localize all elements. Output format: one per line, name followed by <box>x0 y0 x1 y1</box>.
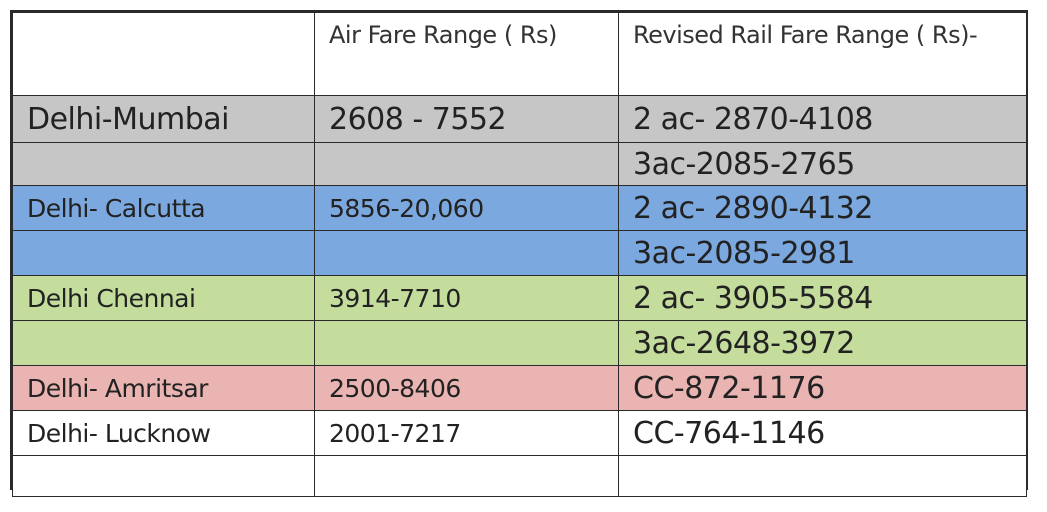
fare-comparison-table-container: Air Fare Range ( Rs) Revised Rail Fare R… <box>10 10 1028 497</box>
table-row <box>12 455 1027 497</box>
header-route-cell <box>12 12 315 96</box>
air-fare-cell <box>314 320 619 366</box>
air-fare-cell <box>314 230 619 276</box>
table-row: 3ac-2085-2765 <box>12 142 1027 186</box>
table-row: 3ac-2648-3972 <box>12 320 1027 366</box>
rail-fare-cell <box>618 455 1027 497</box>
header-rail-fare: Revised Rail Fare Range ( Rs)- <box>618 12 1027 96</box>
rail-fare-cell: 3ac-2085-2765 <box>618 142 1027 186</box>
table-row: Delhi- Calcutta 5856-20,060 2 ac- 2890-4… <box>12 185 1027 231</box>
route-cell: Delhi- Amritsar <box>12 365 315 411</box>
air-fare-cell: 5856-20,060 <box>314 185 619 231</box>
rail-fare-cell: 2 ac- 3905-5584 <box>618 275 1027 321</box>
route-cell: Delhi- Calcutta <box>12 185 315 231</box>
air-fare-cell: 3914-7710 <box>314 275 619 321</box>
air-fare-cell <box>314 455 619 497</box>
fare-comparison-table: Air Fare Range ( Rs) Revised Rail Fare R… <box>12 12 1027 497</box>
route-cell: Delhi-Mumbai <box>12 95 315 143</box>
air-fare-cell: 2608 - 7552 <box>314 95 619 143</box>
air-fare-cell: 2500-8406 <box>314 365 619 411</box>
header-air-fare: Air Fare Range ( Rs) <box>314 12 619 96</box>
table-row: 3ac-2085-2981 <box>12 230 1027 276</box>
route-cell: Delhi- Lucknow <box>12 410 315 456</box>
rail-fare-cell: 2 ac- 2890-4132 <box>618 185 1027 231</box>
table-row: Delhi- Amritsar 2500-8406 CC-872-1176 <box>12 365 1027 411</box>
table-row: Delhi-Mumbai 2608 - 7552 2 ac- 2870-4108 <box>12 95 1027 143</box>
table-row: Delhi Chennai 3914-7710 2 ac- 3905-5584 <box>12 275 1027 321</box>
air-fare-cell <box>314 142 619 186</box>
route-cell: Delhi Chennai <box>12 275 315 321</box>
route-cell <box>12 230 315 276</box>
rail-fare-cell: 3ac-2648-3972 <box>618 320 1027 366</box>
air-fare-cell: 2001-7217 <box>314 410 619 456</box>
table-header-row: Air Fare Range ( Rs) Revised Rail Fare R… <box>12 12 1027 96</box>
rail-fare-cell: CC-872-1176 <box>618 365 1027 411</box>
route-cell <box>12 320 315 366</box>
table-row: Delhi- Lucknow 2001-7217 CC-764-1146 <box>12 410 1027 456</box>
rail-fare-cell: CC-764-1146 <box>618 410 1027 456</box>
route-cell <box>12 455 315 497</box>
rail-fare-cell: 2 ac- 2870-4108 <box>618 95 1027 143</box>
rail-fare-cell: 3ac-2085-2981 <box>618 230 1027 276</box>
route-cell <box>12 142 315 186</box>
